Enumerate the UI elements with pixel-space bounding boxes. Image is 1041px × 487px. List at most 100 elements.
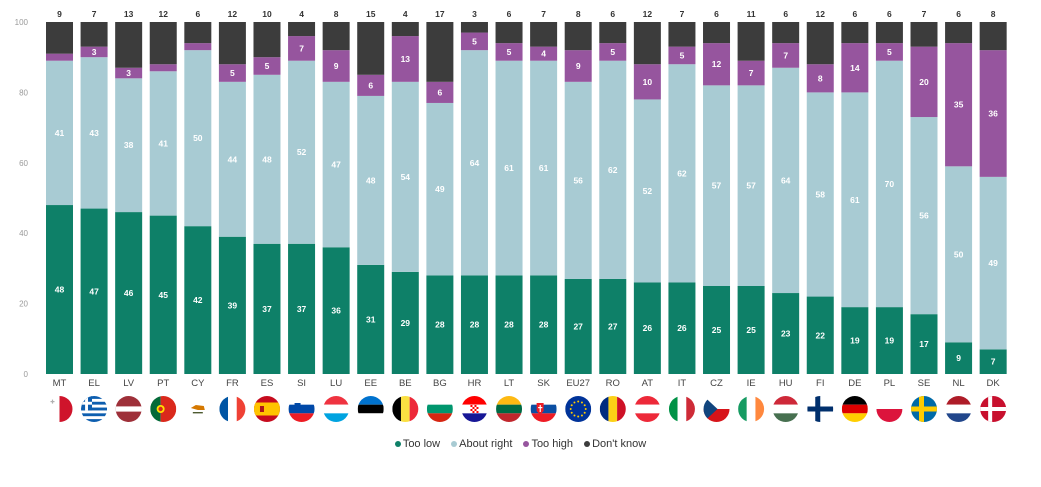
data-label: 12 bbox=[159, 9, 169, 19]
data-label: 54 bbox=[401, 172, 411, 182]
bar-segment-too-low bbox=[841, 307, 869, 374]
bar-segment-about-right bbox=[772, 67, 800, 294]
flag-se-icon bbox=[911, 396, 937, 422]
bar-segment-don-t-know bbox=[841, 22, 869, 44]
bar-segment-too-high bbox=[80, 46, 108, 58]
data-label: 7 bbox=[783, 50, 788, 60]
bar-segment-about-right bbox=[426, 102, 454, 276]
data-label: 27 bbox=[608, 321, 618, 331]
data-label: 6 bbox=[887, 9, 892, 19]
data-label: 6 bbox=[368, 80, 373, 90]
data-label: 6 bbox=[852, 9, 857, 19]
data-label: 48 bbox=[366, 175, 376, 185]
data-label: 28 bbox=[435, 320, 445, 330]
bar-segment-about-right bbox=[599, 60, 627, 279]
x-tick-label: FR bbox=[226, 378, 239, 389]
data-label: 12 bbox=[816, 9, 826, 19]
flag-hr-icon bbox=[461, 396, 488, 422]
data-label: 20 bbox=[919, 77, 929, 87]
bar-segment-don-t-know bbox=[115, 22, 143, 68]
data-label: 50 bbox=[193, 133, 203, 143]
data-label: 36 bbox=[988, 109, 998, 119]
flag-ee-icon bbox=[357, 396, 384, 422]
bar-segment-don-t-know bbox=[910, 22, 938, 47]
bar-segment-about-right bbox=[46, 60, 73, 206]
bar-segment-don-t-know bbox=[633, 22, 661, 65]
bar-segment-too-high bbox=[875, 43, 903, 61]
bar-segment-don-t-know bbox=[495, 22, 523, 44]
x-tick-label: DK bbox=[987, 378, 1001, 389]
data-label: 38 bbox=[124, 140, 134, 150]
x-tick-label: CZ bbox=[710, 378, 723, 389]
bar-segment-too-low bbox=[668, 282, 696, 374]
legend-item-too-high: Too high bbox=[523, 438, 573, 450]
data-label: 47 bbox=[89, 286, 99, 296]
data-label: 57 bbox=[712, 181, 722, 191]
data-label: 61 bbox=[539, 163, 549, 173]
bar-segment-don-t-know bbox=[979, 22, 1007, 51]
data-label: 4 bbox=[541, 49, 546, 59]
data-label: 5 bbox=[887, 47, 892, 57]
data-label: 61 bbox=[850, 195, 860, 205]
data-label: 41 bbox=[159, 138, 169, 148]
data-label: 6 bbox=[610, 9, 615, 19]
y-tick-label: 40 bbox=[19, 229, 28, 238]
flag-si-icon bbox=[288, 396, 315, 422]
data-label: 9 bbox=[57, 9, 62, 19]
flag-cy-icon bbox=[184, 396, 211, 422]
bar-segment-too-high bbox=[841, 43, 869, 93]
x-tick-label: FI bbox=[816, 378, 824, 389]
data-label: 13 bbox=[124, 9, 134, 19]
data-label: 22 bbox=[816, 330, 826, 340]
legend-swatch-dont-know bbox=[584, 441, 591, 448]
bar-segment-don-t-know bbox=[218, 22, 246, 65]
bar-segment-too-high bbox=[772, 43, 800, 68]
bar-segment-about-right bbox=[391, 81, 419, 272]
bar-segment-too-low bbox=[703, 286, 731, 374]
data-label: 49 bbox=[435, 184, 445, 194]
data-label: 8 bbox=[334, 9, 339, 19]
bar-segment-too-high bbox=[288, 36, 316, 61]
data-label: 7 bbox=[922, 9, 927, 19]
data-label: 64 bbox=[781, 175, 791, 185]
data-label: 5 bbox=[265, 61, 270, 71]
data-label: 44 bbox=[228, 154, 238, 164]
bar-segment-about-right bbox=[357, 95, 385, 265]
legend-swatch-about-right bbox=[451, 441, 458, 448]
bar-segment-too-low bbox=[599, 278, 627, 374]
data-label: 4 bbox=[299, 9, 304, 19]
bar-segment-too-high bbox=[599, 43, 627, 61]
bar-segment-about-right bbox=[564, 81, 592, 279]
bar-segment-too-high bbox=[703, 43, 731, 86]
data-label: 29 bbox=[401, 318, 411, 328]
bar-segment-too-low bbox=[737, 286, 765, 374]
x-tick-label: RO bbox=[606, 378, 620, 389]
data-label: 70 bbox=[885, 179, 895, 189]
flag-mt-icon bbox=[46, 396, 73, 422]
x-tick-label: EL bbox=[88, 378, 100, 389]
data-label: 19 bbox=[885, 336, 895, 346]
data-label: 43 bbox=[89, 128, 99, 138]
data-label: 8 bbox=[818, 73, 823, 83]
bar-segment-don-t-know bbox=[253, 22, 281, 58]
flag-fr-icon bbox=[219, 396, 246, 422]
data-label: 7 bbox=[92, 9, 97, 19]
flag-ie-icon bbox=[738, 396, 765, 422]
bar-segment-don-t-know bbox=[703, 22, 731, 44]
flag-pt-icon bbox=[150, 396, 177, 422]
data-label: 19 bbox=[850, 336, 860, 346]
data-label: 62 bbox=[608, 165, 618, 175]
bar-segment-too-high bbox=[253, 57, 281, 75]
bar-segment-too-low bbox=[633, 282, 661, 374]
bar-segment-don-t-know bbox=[357, 22, 385, 75]
bar-segment-too-low bbox=[391, 271, 419, 374]
x-tick-label: SK bbox=[537, 378, 550, 389]
data-label: 37 bbox=[297, 304, 307, 314]
flag-at-icon bbox=[634, 396, 661, 422]
bar-segment-about-right bbox=[875, 60, 903, 308]
data-label: 12 bbox=[712, 59, 722, 69]
x-tick-label: ES bbox=[261, 378, 274, 389]
bar-segment-don-t-know bbox=[391, 22, 419, 37]
